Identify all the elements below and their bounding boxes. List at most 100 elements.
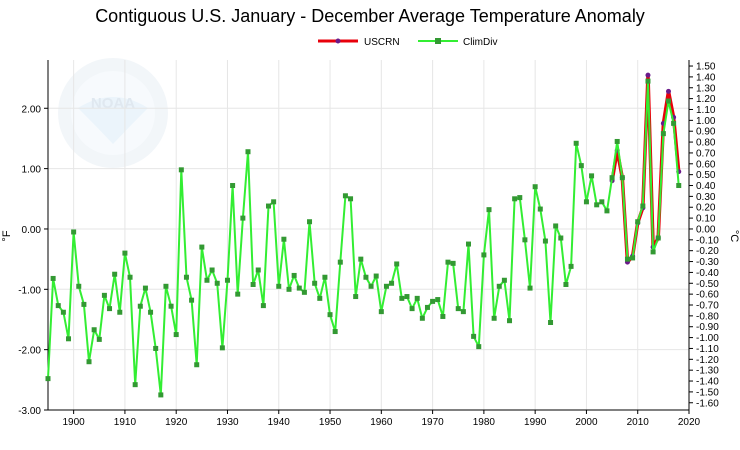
data-point-climdiv[interactable]: [312, 280, 318, 286]
data-point-climdiv[interactable]: [660, 131, 666, 137]
data-point-climdiv[interactable]: [409, 306, 415, 312]
data-point-climdiv[interactable]: [76, 283, 82, 289]
data-point-climdiv[interactable]: [604, 208, 610, 214]
data-point-climdiv[interactable]: [199, 244, 205, 250]
data-point-uscrn[interactable]: [645, 72, 651, 78]
data-point-climdiv[interactable]: [491, 315, 497, 321]
data-point-climdiv[interactable]: [276, 283, 282, 289]
data-point-climdiv[interactable]: [507, 318, 513, 324]
data-point-climdiv[interactable]: [301, 289, 307, 295]
data-point-climdiv[interactable]: [471, 333, 477, 339]
data-point-climdiv[interactable]: [153, 345, 159, 351]
data-point-climdiv[interactable]: [599, 199, 605, 205]
data-point-climdiv[interactable]: [137, 303, 143, 309]
data-point-climdiv[interactable]: [189, 297, 195, 303]
data-point-climdiv[interactable]: [373, 273, 379, 279]
data-point-climdiv[interactable]: [573, 140, 579, 146]
data-point-climdiv[interactable]: [209, 267, 215, 273]
data-point-climdiv[interactable]: [558, 235, 564, 241]
data-point-climdiv[interactable]: [548, 320, 554, 325]
data-point-climdiv[interactable]: [342, 193, 348, 199]
data-point-climdiv[interactable]: [245, 149, 251, 155]
data-point-climdiv[interactable]: [404, 294, 410, 300]
data-point-climdiv[interactable]: [101, 292, 107, 298]
data-point-climdiv[interactable]: [455, 306, 461, 312]
data-point-climdiv[interactable]: [286, 286, 292, 292]
data-point-climdiv[interactable]: [583, 199, 589, 205]
data-point-climdiv[interactable]: [112, 271, 118, 277]
data-point-climdiv[interactable]: [522, 237, 528, 243]
data-point-climdiv[interactable]: [158, 392, 164, 398]
data-point-climdiv[interactable]: [307, 219, 313, 225]
data-point-climdiv[interactable]: [142, 285, 148, 291]
data-point-climdiv[interactable]: [260, 303, 266, 309]
data-point-climdiv[interactable]: [609, 175, 615, 181]
data-point-climdiv[interactable]: [655, 235, 661, 241]
data-point-climdiv[interactable]: [363, 274, 369, 280]
data-point-climdiv[interactable]: [619, 175, 625, 181]
data-point-climdiv[interactable]: [183, 274, 189, 280]
data-point-climdiv[interactable]: [568, 263, 574, 269]
legend-item-uscrn[interactable]: USCRN: [318, 37, 400, 48]
data-point-climdiv[interactable]: [271, 199, 277, 205]
data-point-climdiv[interactable]: [671, 120, 677, 126]
data-point-climdiv[interactable]: [589, 173, 595, 179]
data-point-climdiv[interactable]: [460, 309, 466, 315]
data-point-climdiv[interactable]: [163, 283, 169, 289]
data-point-climdiv[interactable]: [230, 183, 236, 189]
legend-item-climdiv[interactable]: ClimDiv: [418, 37, 497, 48]
data-point-climdiv[interactable]: [578, 163, 584, 169]
data-point-climdiv[interactable]: [60, 309, 66, 315]
data-point-climdiv[interactable]: [132, 382, 138, 388]
data-point-climdiv[interactable]: [348, 196, 354, 202]
data-point-climdiv[interactable]: [266, 203, 272, 209]
data-point-climdiv[interactable]: [563, 281, 569, 287]
data-point-climdiv[interactable]: [378, 309, 384, 315]
data-point-climdiv[interactable]: [127, 274, 133, 280]
data-point-climdiv[interactable]: [91, 327, 97, 333]
data-point-climdiv[interactable]: [178, 167, 184, 173]
data-point-climdiv[interactable]: [594, 202, 600, 208]
data-point-climdiv[interactable]: [255, 267, 261, 273]
data-point-climdiv[interactable]: [214, 280, 220, 286]
data-point-climdiv[interactable]: [204, 277, 210, 283]
data-point-climdiv[interactable]: [383, 283, 389, 289]
data-point-climdiv[interactable]: [624, 256, 630, 262]
data-point-climdiv[interactable]: [96, 336, 102, 342]
data-point-climdiv[interactable]: [240, 215, 246, 221]
data-point-climdiv[interactable]: [630, 255, 636, 261]
data-point-climdiv[interactable]: [322, 274, 328, 280]
data-point-climdiv[interactable]: [148, 309, 154, 315]
data-point-uscrn[interactable]: [665, 88, 671, 94]
data-point-climdiv[interactable]: [71, 229, 77, 235]
data-point-climdiv[interactable]: [250, 281, 256, 287]
data-point-climdiv[interactable]: [527, 285, 533, 291]
data-point-climdiv[interactable]: [542, 238, 548, 244]
data-point-climdiv[interactable]: [645, 78, 651, 84]
data-point-climdiv[interactable]: [235, 291, 241, 297]
data-point-climdiv[interactable]: [486, 207, 492, 213]
data-point-climdiv[interactable]: [665, 98, 671, 104]
data-point-climdiv[interactable]: [317, 295, 323, 301]
data-point-climdiv[interactable]: [640, 203, 646, 209]
data-point-climdiv[interactable]: [327, 312, 333, 318]
data-point-climdiv[interactable]: [291, 272, 297, 278]
data-point-climdiv[interactable]: [419, 315, 425, 321]
data-point-climdiv[interactable]: [676, 183, 682, 189]
data-point-climdiv[interactable]: [430, 298, 436, 304]
data-point-climdiv[interactable]: [414, 295, 420, 301]
data-point-climdiv[interactable]: [496, 283, 502, 289]
data-point-climdiv[interactable]: [224, 277, 230, 283]
data-point-climdiv[interactable]: [424, 304, 430, 310]
legend[interactable]: USCRN ClimDiv: [318, 37, 497, 48]
data-point-climdiv[interactable]: [517, 195, 523, 201]
data-point-climdiv[interactable]: [122, 250, 128, 256]
data-point-climdiv[interactable]: [614, 138, 620, 144]
data-point-climdiv[interactable]: [394, 261, 400, 267]
data-point-climdiv[interactable]: [50, 275, 56, 281]
data-point-climdiv[interactable]: [45, 376, 51, 382]
data-point-climdiv[interactable]: [337, 259, 343, 265]
data-point-climdiv[interactable]: [117, 309, 123, 315]
data-point-climdiv[interactable]: [501, 277, 507, 283]
data-point-climdiv[interactable]: [353, 294, 359, 300]
